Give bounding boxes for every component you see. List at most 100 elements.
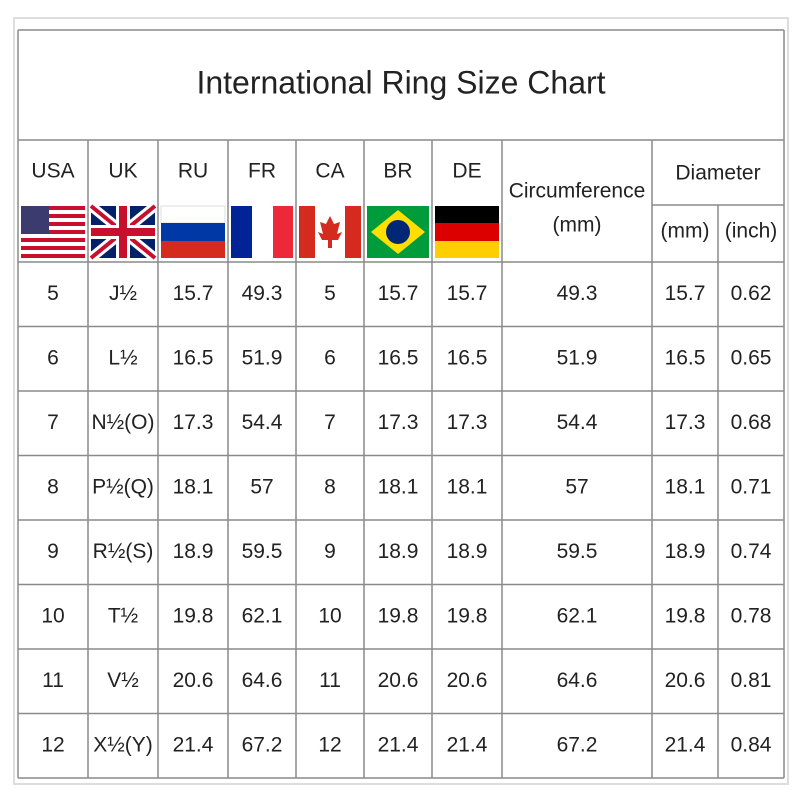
table-cell: 17.3 <box>665 411 706 434</box>
table-cell: N½(O) <box>92 411 155 434</box>
table-cell: 57 <box>250 475 273 498</box>
table-cell: 20.6 <box>447 669 488 692</box>
table-cell: 9 <box>324 540 336 563</box>
column-unit: (mm) <box>553 214 602 237</box>
table-cell: 19.8 <box>378 604 419 627</box>
table-cell: 21.4 <box>173 733 214 756</box>
flag-br <box>367 206 429 258</box>
table-cell: 15.7 <box>173 282 214 305</box>
table-cell: 0.78 <box>731 604 772 627</box>
table-cell: 17.3 <box>447 411 488 434</box>
column-unit: (inch) <box>725 220 778 243</box>
table-cell: 18.1 <box>378 475 419 498</box>
table-cell: 18.9 <box>378 540 419 563</box>
table-cell: 0.62 <box>731 282 772 305</box>
table-cell: 57 <box>565 475 588 498</box>
table-cell: 11 <box>319 669 341 692</box>
table-cell: 18.9 <box>173 540 214 563</box>
table-cell: 0.68 <box>731 411 772 434</box>
table-cell: 51.9 <box>557 346 598 369</box>
column-header: RU <box>178 160 208 183</box>
table-cell: 19.8 <box>447 604 488 627</box>
table-cell: 0.84 <box>731 733 772 756</box>
table-cell: 54.4 <box>242 411 283 434</box>
table-cell: 0.81 <box>731 669 772 692</box>
table-cell: 54.4 <box>557 411 598 434</box>
table-cell: 15.7 <box>447 282 488 305</box>
table-cell: 6 <box>47 346 59 369</box>
table-cell: 10 <box>318 604 341 627</box>
flag-usa <box>21 206 85 258</box>
table-cell: 18.9 <box>665 540 706 563</box>
table-cell: 12 <box>41 733 64 756</box>
flag-uk <box>87 202 159 262</box>
column-header: Diameter <box>675 162 760 185</box>
table-cell: 11 <box>42 669 64 692</box>
table-cell: 21.4 <box>378 733 419 756</box>
table-cell: 16.5 <box>665 346 706 369</box>
table-cell: 20.6 <box>665 669 706 692</box>
table-cell: 17.3 <box>378 411 419 434</box>
flag-fr <box>231 206 293 258</box>
table-cell: 0.65 <box>731 346 772 369</box>
table-cell: 59.5 <box>242 540 283 563</box>
table-cell: T½ <box>108 604 138 627</box>
outer-frame <box>13 17 789 785</box>
table-cell: 19.8 <box>173 604 214 627</box>
table-cell: 9 <box>47 540 59 563</box>
flag-ca <box>299 206 361 258</box>
title: International Ring Size Chart <box>196 64 605 100</box>
table-cell: 20.6 <box>173 669 214 692</box>
table-cell: 49.3 <box>242 282 283 305</box>
table-cell: 17.3 <box>173 411 214 434</box>
table-cell: 16.5 <box>378 346 419 369</box>
table-cell: 7 <box>324 411 336 434</box>
column-header: USA <box>31 160 74 183</box>
table-cell: 16.5 <box>447 346 488 369</box>
table-cell: 18.1 <box>173 475 214 498</box>
column-header: UK <box>108 160 137 183</box>
flag-ru <box>160 205 226 258</box>
table-cell: 0.71 <box>731 475 772 498</box>
table-cell: 51.9 <box>242 346 283 369</box>
flag-de <box>435 206 499 258</box>
table-cell: 59.5 <box>557 540 598 563</box>
table-cell: 67.2 <box>557 733 598 756</box>
table-cell: R½(S) <box>93 540 154 563</box>
table-cell: 18.9 <box>447 540 488 563</box>
column-header: DE <box>452 160 481 183</box>
table-cell: 12 <box>318 733 341 756</box>
table-cell: 19.8 <box>665 604 706 627</box>
table-cell: 5 <box>324 282 336 305</box>
table-cell: 5 <box>47 282 59 305</box>
table-cell: 62.1 <box>242 604 283 627</box>
column-header: FR <box>248 160 276 183</box>
table-cell: 21.4 <box>665 733 706 756</box>
flags <box>21 202 499 262</box>
table-cell: 15.7 <box>665 282 706 305</box>
table-cell: L½ <box>108 346 137 369</box>
table-cell: 18.1 <box>447 475 488 498</box>
table-cell: 64.6 <box>242 669 283 692</box>
table-cell: 67.2 <box>242 733 283 756</box>
table-cell: J½ <box>109 282 137 305</box>
table-cell: 21.4 <box>447 733 488 756</box>
table-cell: 18.1 <box>665 475 706 498</box>
table-cell: 8 <box>47 475 59 498</box>
table-cell: 7 <box>47 411 59 434</box>
column-header: Circumference <box>509 180 646 203</box>
table-cell: V½ <box>107 669 139 692</box>
table-cell: 49.3 <box>557 282 598 305</box>
table-cell: 6 <box>324 346 336 369</box>
table-cell: 64.6 <box>557 669 598 692</box>
table-cell: X½(Y) <box>93 733 153 756</box>
table-cell: 62.1 <box>557 604 598 627</box>
table-cell: P½(Q) <box>92 475 154 498</box>
table-cell: 15.7 <box>378 282 419 305</box>
column-header: CA <box>315 160 344 183</box>
table-cell: 8 <box>324 475 336 498</box>
table-cell: 20.6 <box>378 669 419 692</box>
column-unit: (mm) <box>661 220 710 243</box>
table-cell: 10 <box>41 604 64 627</box>
